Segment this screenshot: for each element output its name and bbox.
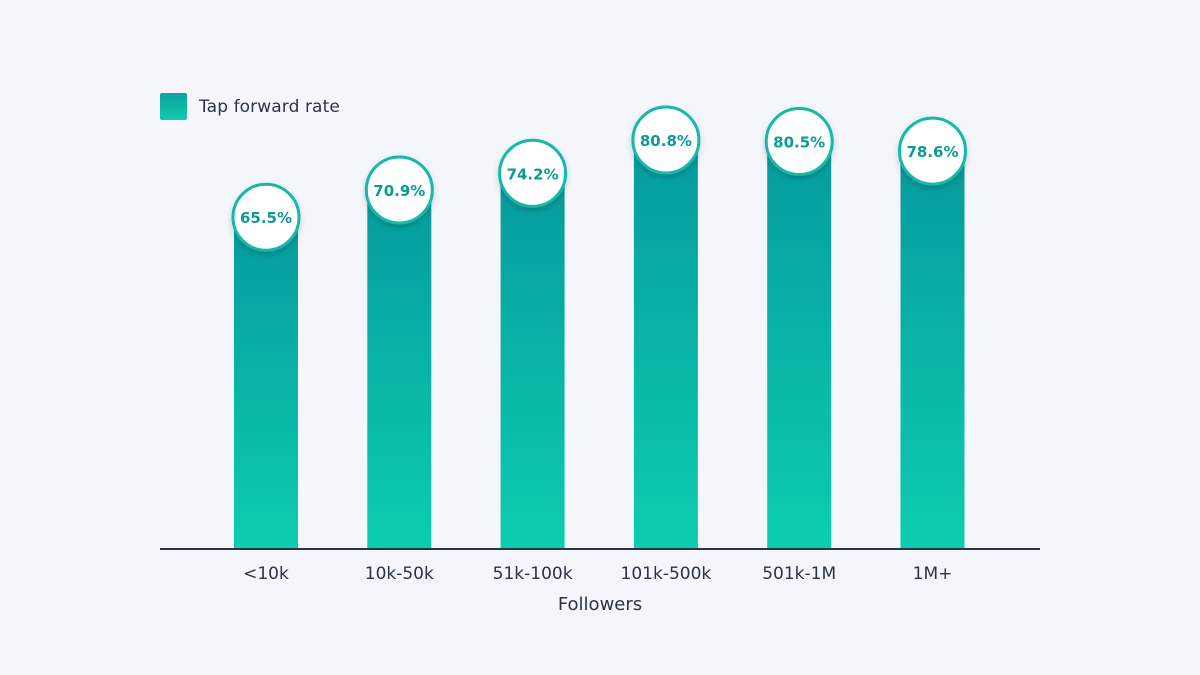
value-badge: 74.2% (498, 138, 568, 208)
value-badge: 78.6% (898, 116, 967, 186)
bars-group (234, 139, 965, 549)
value-badge: 65.5% (231, 182, 301, 252)
bar (767, 141, 832, 548)
x-tick-labels: <10k 10k-50k 51k-100k 101k-500k 501k-1M 1M+ (243, 564, 952, 584)
bar (500, 173, 565, 549)
x-tick-label: 101k-500k (621, 564, 712, 584)
value-label: 74.2% (507, 165, 559, 183)
value-badge-circle (764, 106, 834, 176)
value-badge: 80.5% (764, 106, 834, 176)
value-badge-circle (364, 155, 434, 225)
value-label: 70.9% (373, 182, 425, 200)
value-label: 80.8% (640, 132, 692, 150)
x-tick-label: 10k-50k (365, 564, 434, 584)
legend: Tap forward rate (160, 93, 340, 120)
x-tick-label: <10k (243, 564, 289, 584)
x-tick-label: 1M+ (913, 564, 953, 584)
value-label: 78.6% (906, 143, 958, 161)
value-label: 80.5% (773, 133, 825, 151)
value-labels-group: 65.5% 70.9% 74.2% 80.8% 80.5% 78.6% (231, 105, 967, 252)
x-tick-label: 501k-1M (762, 564, 836, 584)
bar (234, 217, 298, 548)
bar (900, 151, 965, 548)
value-badge: 70.9% (364, 155, 434, 225)
legend-swatch (160, 93, 187, 120)
x-axis-title: Followers (557, 594, 643, 615)
value-label: 65.5% (240, 209, 292, 227)
value-badge: 80.8% (631, 105, 701, 175)
bar (367, 189, 432, 548)
value-badge-circle (898, 116, 967, 186)
x-tick-label: 51k-100k (493, 564, 573, 584)
value-badge-circle (231, 182, 301, 252)
value-badge-circle (631, 105, 701, 175)
bar (633, 139, 698, 548)
value-badge-circle (498, 138, 568, 208)
legend-label: Tap forward rate (199, 96, 340, 117)
